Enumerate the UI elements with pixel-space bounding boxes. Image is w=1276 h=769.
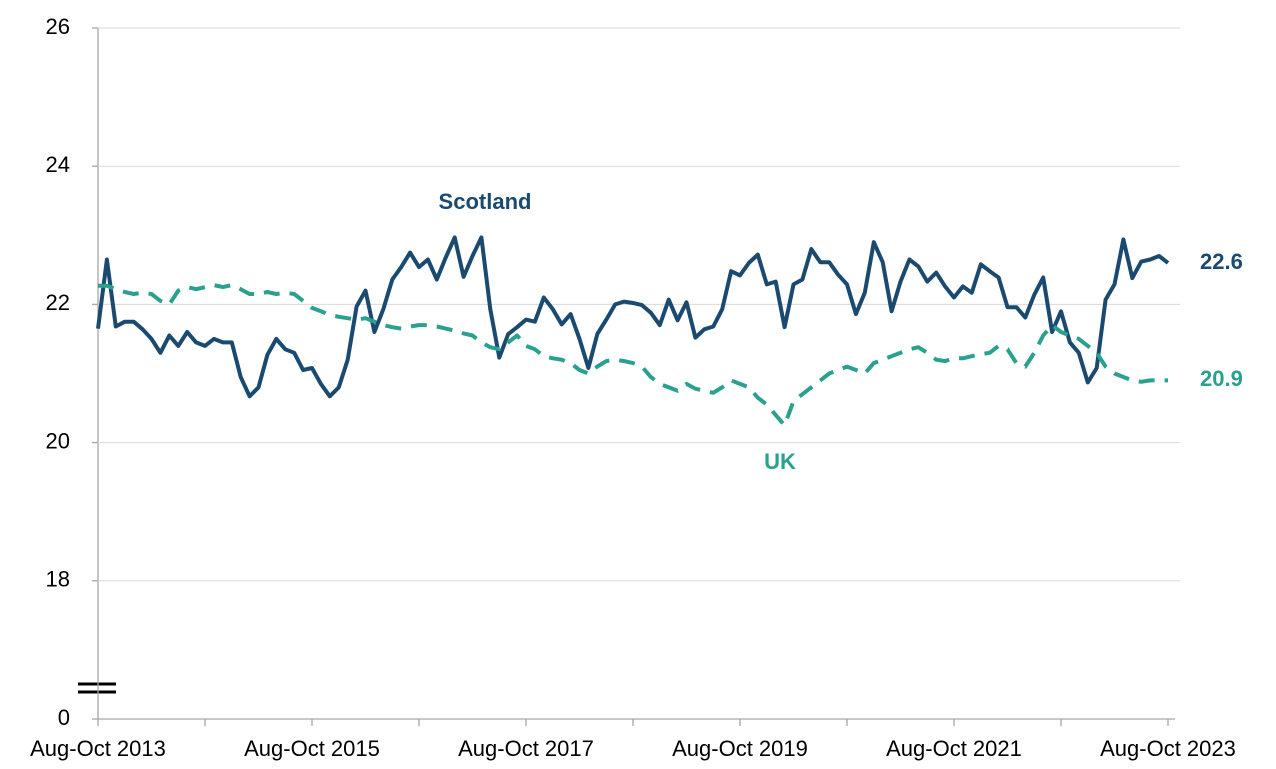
x-tick-label: Aug-Oct 2015 xyxy=(244,736,380,761)
y-tick-label: 24 xyxy=(46,152,70,177)
y-tick-label: 26 xyxy=(46,14,70,39)
y-tick-label: 22 xyxy=(46,290,70,315)
y-tick-label: 18 xyxy=(46,567,70,592)
series-label: UK xyxy=(764,449,796,474)
series-line xyxy=(98,283,1168,428)
end-value-label: 22.6 xyxy=(1200,249,1243,274)
y-tick-label: 20 xyxy=(46,428,70,453)
series-line xyxy=(96,235,1170,399)
y-tick-label: 0 xyxy=(58,705,70,730)
x-tick-label: Aug-Oct 2017 xyxy=(458,736,594,761)
series-label: Scotland xyxy=(439,189,532,214)
x-tick-label: Aug-Oct 2019 xyxy=(672,736,808,761)
end-value-label: 20.9 xyxy=(1200,366,1243,391)
x-tick-label: Aug-Oct 2013 xyxy=(30,736,166,761)
x-tick-label: Aug-Oct 2023 xyxy=(1100,736,1236,761)
x-tick-label: Aug-Oct 2021 xyxy=(886,736,1022,761)
